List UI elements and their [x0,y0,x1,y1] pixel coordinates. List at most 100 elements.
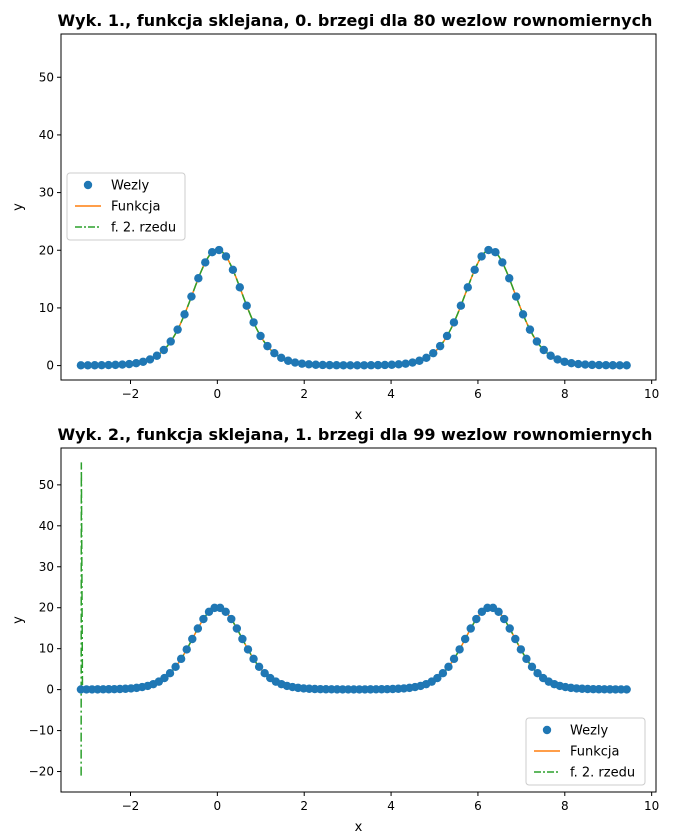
chart-1-title: Wyk. 1., funkcja sklejana, 0. brzegi dla… [58,11,653,30]
node-point [494,607,503,616]
x-tick-label: 0 [214,799,222,813]
y-tick-label: 0 [46,683,54,697]
y-tick-label: 20 [39,243,54,257]
chart-2: Wyk. 2., funkcja sklejana, 1. brzegi dla… [11,425,659,835]
x-tick-label: 2 [300,387,308,401]
node-point [587,360,597,370]
legend-box [66,172,186,241]
node-point [111,360,120,370]
node-point [415,356,424,365]
node-point [243,645,253,654]
node-point [359,361,369,370]
node-point [138,357,148,366]
x-tick-label: 4 [387,799,395,813]
chart-1: Wyk. 1., funkcja sklejana, 0. brzegi dla… [11,11,659,423]
node-point [90,361,99,370]
x-tick-label: 10 [644,799,659,813]
node-point [449,318,459,327]
node-point [511,292,521,301]
node-point [325,360,334,370]
node-point [553,355,562,364]
node-point [438,669,448,678]
x-tick-label: −2 [122,387,140,401]
node-point [449,654,459,664]
node-point [97,360,106,370]
node-point [193,624,203,633]
node-point [297,359,307,368]
node-point [214,245,224,255]
chart-2-title: Wyk. 2., funkcja sklejana, 1. brzegi dla… [58,425,653,444]
node-point [256,331,265,341]
node-point [516,645,526,654]
x-tick-label: 4 [387,387,395,401]
axes-frame [60,447,657,793]
node-point [527,662,537,672]
node-point [290,358,300,367]
node-point [235,283,245,292]
node-point [435,341,445,351]
node-point [433,673,442,683]
legend: Wezly Funkcja f. 2. rzedu [66,172,186,241]
node-point [346,361,355,370]
node-point [166,337,175,346]
node-point [176,654,186,664]
node-point [173,325,182,334]
chart-2-y-axis-label: y [11,616,26,624]
legend-label: f. 2. rzedu [111,221,176,236]
node-point [472,614,481,624]
node-point [622,685,631,694]
y-tick-label: −10 [29,724,54,738]
y-tick-label: 30 [39,186,54,200]
node-point [83,361,93,370]
node-point [484,245,493,255]
node-point [260,669,269,678]
node-point [201,258,210,267]
node-point [560,357,569,366]
node-point [539,345,548,355]
node-point [339,361,348,370]
node-point [254,662,264,672]
node-point [466,624,475,633]
node-point [207,248,217,257]
node-point [444,662,453,672]
node-point [277,353,286,363]
node-point [463,283,472,292]
y-tick-label: 50 [39,478,54,492]
node-point [125,359,134,369]
node-point [460,634,470,644]
node-point [263,341,272,351]
node-point [373,360,383,370]
node-point [76,361,86,370]
node-point [505,624,514,633]
node-point [160,673,169,683]
node-point [227,614,236,624]
node-point [455,645,464,654]
node-point [238,634,247,644]
legend-label: f. 2. rzedu [570,766,635,781]
node-point [429,348,438,358]
legend: Wezly Funkcja f. 2. rzedu [525,717,646,786]
y-tick-label: 20 [39,601,54,615]
legend-label: Wezly [111,179,150,194]
node-point [221,607,230,616]
node-point [318,360,327,370]
x-tick-label: 0 [214,387,222,401]
node-point [608,361,618,370]
node-point [249,318,258,327]
node-point [270,348,279,358]
node-point [232,624,242,633]
legend-marker-wezly [542,725,552,735]
x-tick-label: 2 [300,799,308,813]
node-point [518,310,528,319]
axes-frame [60,33,657,381]
node-point [532,337,542,346]
node-point [188,634,197,644]
node-point [104,360,113,370]
y-tick-label: 40 [39,128,54,142]
node-point [380,360,390,370]
node-point [477,252,486,261]
node-point [567,358,576,368]
legend-label: Funkcja [570,745,620,760]
x-tick-label: 6 [474,387,482,401]
